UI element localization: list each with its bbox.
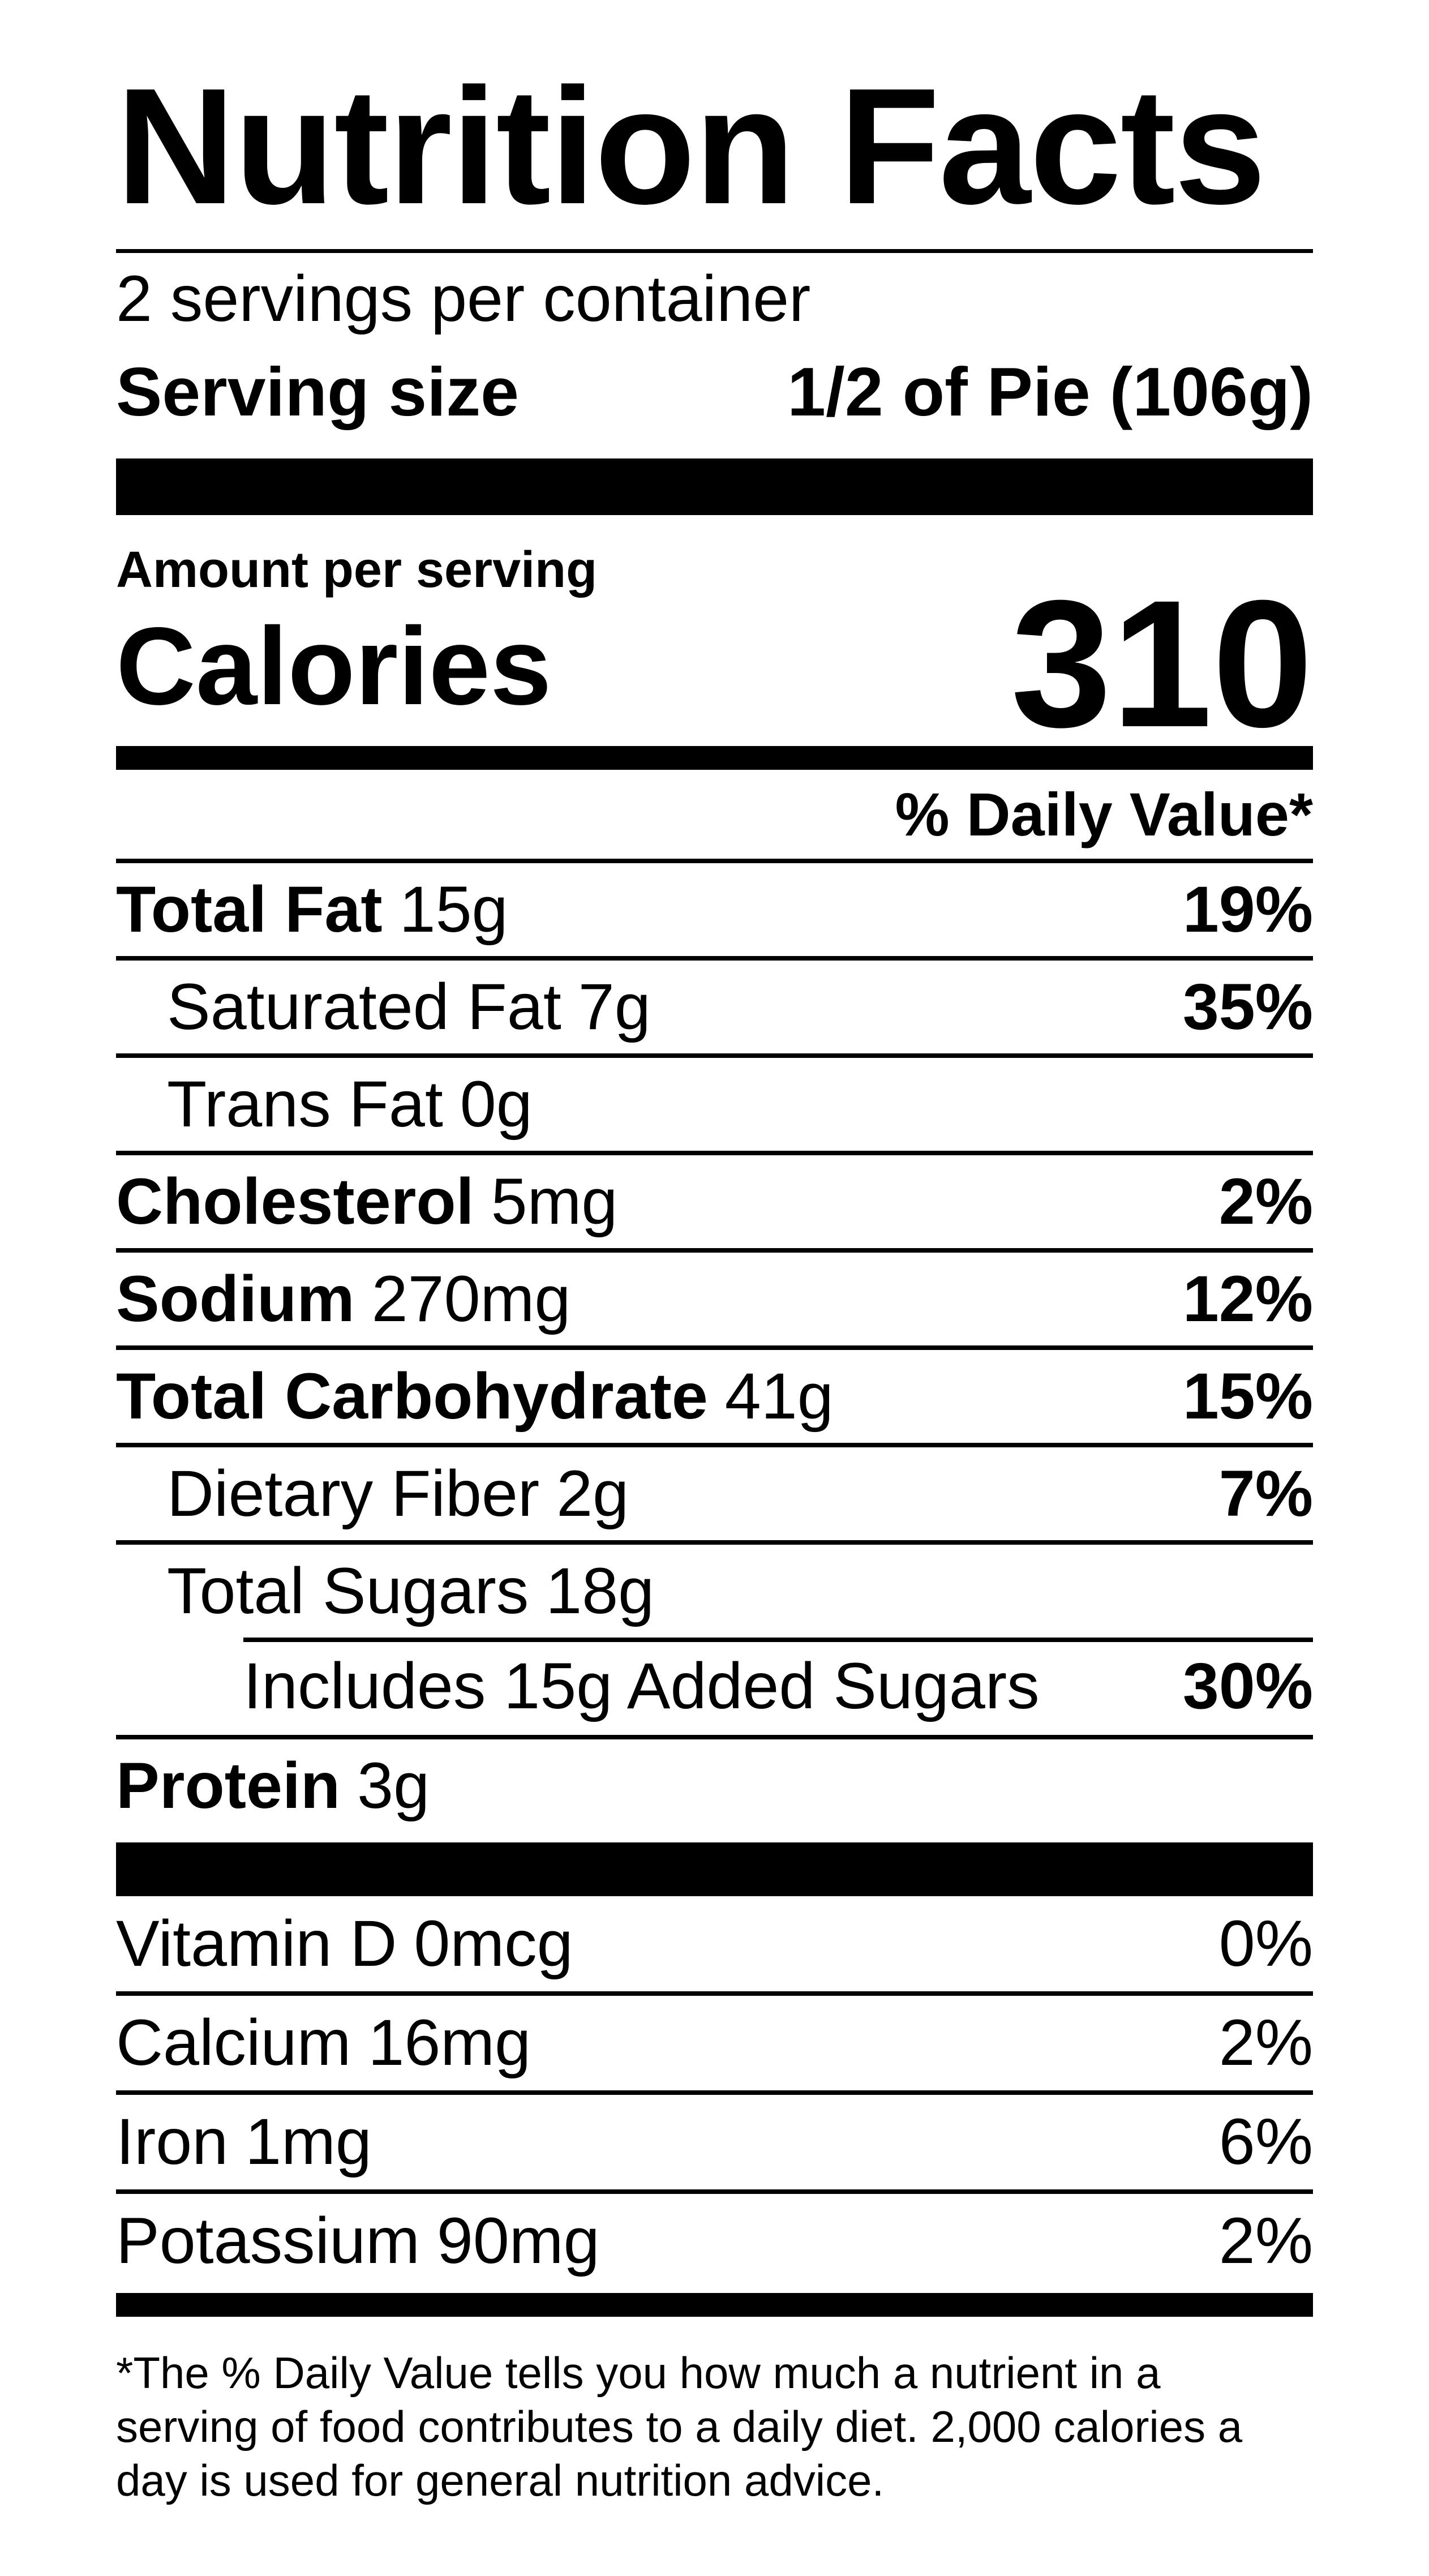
nutrient-name: Potassium	[116, 2205, 420, 2277]
daily-value-percent: 19%	[1182, 873, 1313, 946]
daily-value-percent: 30%	[1182, 1649, 1313, 1722]
nutrient-amount: 41g	[724, 1360, 834, 1433]
nutrient-amount: 1mg	[245, 2106, 372, 2178]
nutrient-row: Saturated Fat 7g 35%	[116, 956, 1313, 1053]
daily-value-header: % Daily Value*	[895, 780, 1313, 848]
nutrient-left-cell: Trans Fat 0g	[167, 1071, 533, 1137]
separator-bar-thick	[116, 1842, 1313, 1896]
vitamin-rows: Vitamin D 0mcg 0% Calcium 16mg 2% Iron 1mg …	[116, 1896, 1313, 2288]
serving-size-row: Serving size 1/2 of Pie (106g)	[116, 357, 1313, 426]
nutrient-left-cell: Cholesterol 5mg	[116, 1169, 617, 1235]
nutrient-left-cell: Calcium 16mg	[116, 2011, 531, 2076]
nutrient-left-cell: Saturated Fat 7g	[167, 974, 651, 1040]
nutrient-row: Dietary Fiber 2g 7%	[116, 1443, 1313, 1540]
daily-value-percent: 7%	[1218, 1457, 1313, 1530]
daily-value-percent: 2%	[1218, 1165, 1313, 1238]
nutrient-name: Total Fat	[116, 873, 383, 946]
label-body: Nutrition Facts 2 servings per container…	[116, 63, 1313, 2508]
nutrient-amount: 5mg	[491, 1165, 618, 1238]
footnote-text: *The % Daily Value tells you how much a …	[116, 2348, 1243, 2506]
nutrient-row: Iron 1mg 6%	[116, 2090, 1313, 2189]
nutrient-amount: 3g	[357, 1749, 430, 1822]
calories-label: Calories	[116, 604, 552, 728]
nutrient-amount: 7g	[578, 970, 651, 1043]
nutrient-name: Cholesterol	[116, 1165, 474, 1238]
nutrient-left-cell: Total Sugars 18g	[167, 1558, 654, 1624]
nutrient-left-cell: Potassium 90mg	[116, 2209, 600, 2274]
daily-value-percent: 6%	[1218, 2106, 1313, 2178]
nutrient-name: Total Sugars	[167, 1554, 529, 1627]
amount-per-serving-label: Amount per serving	[116, 542, 598, 598]
nutrient-amount: 18g	[546, 1554, 655, 1627]
nutrient-amount: 15g	[399, 873, 508, 946]
nutrient-left-cell: Includes 15g Added Sugars	[243, 1653, 1057, 1719]
nutrient-row: Calcium 16mg 2%	[116, 1991, 1313, 2090]
daily-value-percent: 12%	[1182, 1262, 1313, 1335]
title-rule	[116, 249, 1313, 253]
separator-bar-medium	[116, 746, 1313, 770]
daily-value-percent: 2%	[1218, 2007, 1313, 2079]
nutrient-row: Trans Fat 0g	[116, 1053, 1313, 1151]
daily-value-percent: 2%	[1218, 2205, 1313, 2277]
separator-bar-thick	[116, 458, 1313, 515]
nutrient-row: Total Sugars 18g	[116, 1540, 1313, 1638]
nutrient-left-cell: Iron 1mg	[116, 2110, 372, 2175]
calories-row: Calories 310	[116, 562, 1313, 765]
indented-rule	[243, 1638, 1313, 1642]
nutrient-left-cell: Sodium 270mg	[116, 1266, 570, 1332]
daily-value-percent: 15%	[1182, 1360, 1313, 1433]
nutrient-name: Calcium	[116, 2007, 351, 2079]
nutrient-name: Trans Fat	[167, 1068, 443, 1141]
nutrient-left-cell: Vitamin D 0mcg	[116, 1911, 573, 1977]
label-title: Nutrition Facts	[116, 54, 1266, 238]
nutrient-rows: Total Fat 15g 19% Saturated Fat 7g 35% Tra…	[116, 859, 1313, 1832]
nutrient-name: Protein	[116, 1749, 341, 1822]
nutrient-row: Total Fat 15g 19%	[116, 859, 1313, 956]
nutrient-amount: 0mcg	[414, 1907, 573, 1980]
nutrient-amount: 2g	[556, 1457, 629, 1530]
nutrient-row: Includes 15g Added Sugars 30%	[116, 1638, 1313, 1735]
nutrient-row: Potassium 90mg 2%	[116, 2189, 1313, 2288]
nutrient-left-cell: Dietary Fiber 2g	[167, 1461, 629, 1527]
nutrient-name: Saturated Fat	[167, 970, 561, 1043]
nutrient-name: Includes 15g Added Sugars	[243, 1649, 1040, 1722]
nutrient-row: Vitamin D 0mcg 0%	[116, 1896, 1313, 1991]
nutrient-left-cell: Total Carbohydrate 41g	[116, 1364, 834, 1429]
daily-value-percent: 35%	[1182, 970, 1313, 1043]
nutrient-row: Cholesterol 5mg 2%	[116, 1151, 1313, 1248]
nutrient-left-cell: Total Fat 15g	[116, 877, 508, 942]
nutrient-name: Sodium	[116, 1262, 355, 1335]
nutrient-name: Total Carbohydrate	[116, 1360, 708, 1433]
daily-value-percent: 0%	[1218, 1907, 1313, 1980]
nutrient-name: Iron	[116, 2106, 229, 2178]
nutrient-row: Total Carbohydrate 41g 15%	[116, 1345, 1313, 1443]
separator-bar-medium	[116, 2293, 1313, 2317]
nutrient-amount: 270mg	[371, 1262, 571, 1335]
servings-per-container: 2 servings per container	[116, 263, 811, 335]
serving-size-value: 1/2 of Pie (106g)	[787, 353, 1313, 430]
nutrient-row: Protein 3g	[116, 1735, 1313, 1832]
serving-size-label: Serving size	[116, 353, 519, 430]
nutrient-name: Dietary Fiber	[167, 1457, 540, 1530]
nutrient-amount: 90mg	[436, 2205, 600, 2277]
nutrient-amount: 16mg	[368, 2007, 531, 2079]
calories-value: 310	[1011, 562, 1313, 765]
nutrient-row: Sodium 270mg 12%	[116, 1248, 1313, 1345]
nutrient-amount: 0g	[460, 1068, 533, 1141]
nutrient-left-cell: Protein 3g	[116, 1753, 430, 1819]
nutrient-name: Vitamin D	[116, 1907, 397, 1980]
